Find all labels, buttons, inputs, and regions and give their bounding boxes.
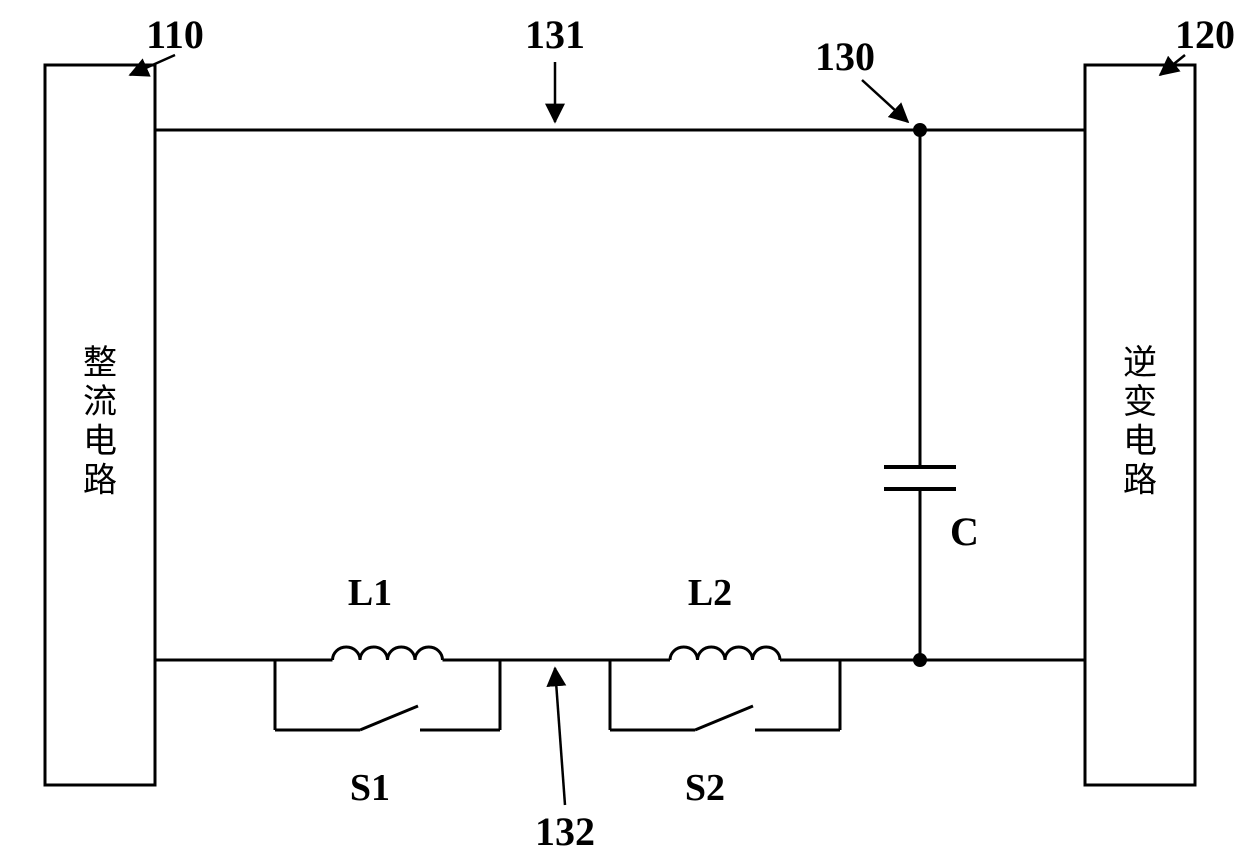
right-block-label: 路 xyxy=(1123,461,1157,499)
switch-S1-label: S1 xyxy=(350,767,390,809)
left-block-label: 整 xyxy=(83,344,117,382)
inductor-L1-label: L1 xyxy=(348,572,392,614)
right-block-label: 变 xyxy=(1123,383,1157,421)
node-bottom xyxy=(913,653,927,667)
left-block-label: 路 xyxy=(83,461,117,499)
callout-132-label: 132 xyxy=(535,809,595,854)
cap-label: C xyxy=(950,509,979,554)
inductor-L2-label: L2 xyxy=(688,572,732,614)
callout-130-arrow xyxy=(862,80,908,122)
callout-131-label: 131 xyxy=(525,12,585,57)
callout-132-arrow xyxy=(555,668,565,805)
right-block-label: 逆 xyxy=(1123,344,1157,382)
left-block-label: 电 xyxy=(83,422,117,460)
switch-S2-label: S2 xyxy=(685,767,725,809)
left-block-label: 流 xyxy=(83,383,117,421)
inductor-L2-coil xyxy=(670,647,780,660)
node-top xyxy=(913,123,927,137)
inductor-L1-coil xyxy=(333,647,443,660)
callout-130-label: 130 xyxy=(815,34,875,79)
right-block-label: 电 xyxy=(1123,422,1157,460)
callout-120-label: 120 xyxy=(1175,12,1235,57)
callout-110-label: 110 xyxy=(146,12,204,57)
switch-S1-arm xyxy=(360,706,418,730)
switch-S2-arm xyxy=(695,706,753,730)
